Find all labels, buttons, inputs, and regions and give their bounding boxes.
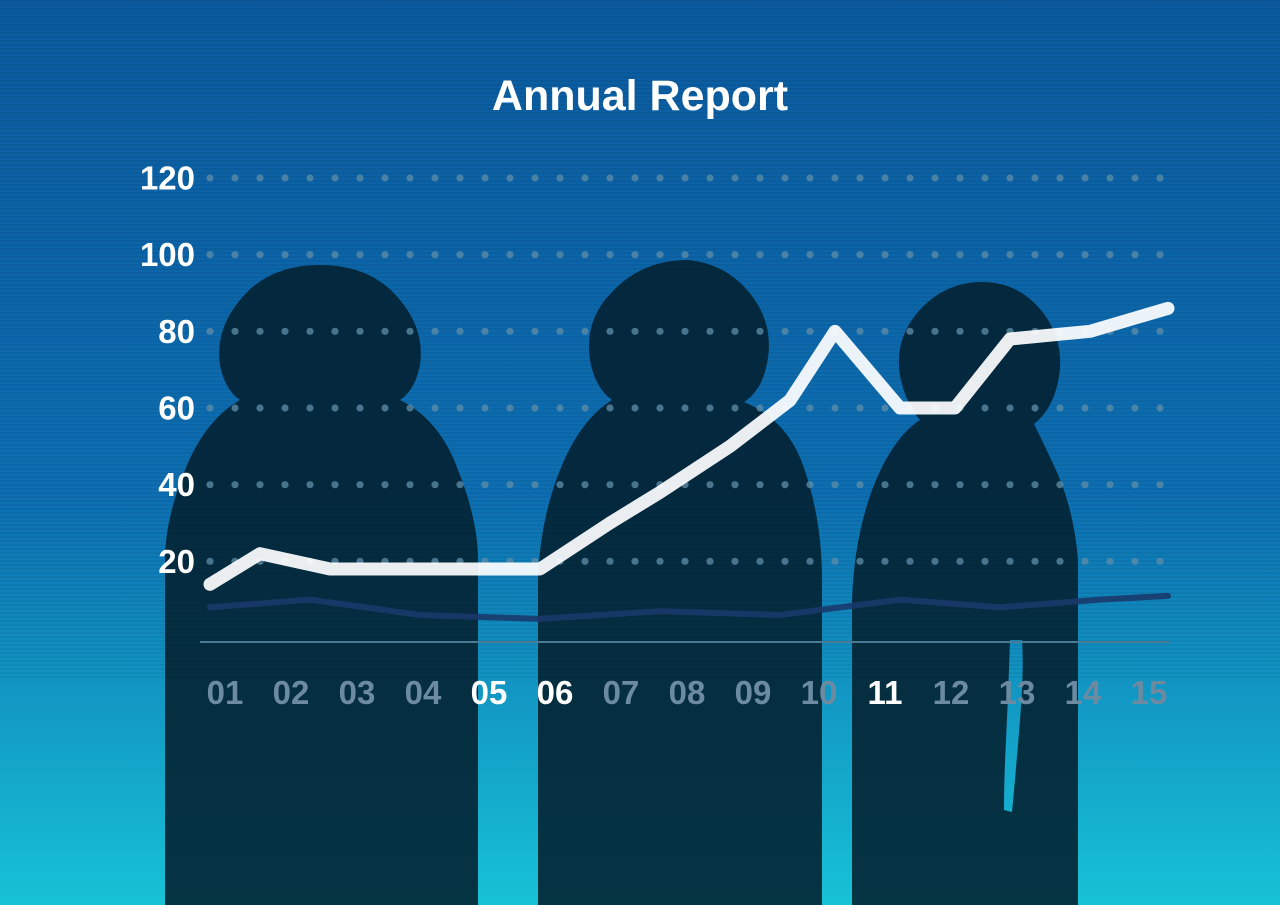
primary-line-series xyxy=(210,308,1168,584)
y-tick-label: 20 xyxy=(158,543,195,580)
x-tick-label: 10 xyxy=(801,674,838,711)
x-axis-labels: 01 02 03 04 05 06 07 08 09 10 11 12 13 14 15 xyxy=(207,674,1168,711)
x-tick-label: 04 xyxy=(405,674,442,711)
y-tick-label: 100 xyxy=(140,236,195,273)
y-axis-labels: 20 40 60 80 100 120 xyxy=(140,160,195,580)
line-chart: 20 40 60 80 100 120 01 02 03 04 05 06 07 08 09 10 11 12 1… xyxy=(0,0,1280,905)
x-tick-label: 01 xyxy=(207,674,244,711)
y-tick-label: 40 xyxy=(158,466,195,503)
x-tick-label: 11 xyxy=(868,674,903,711)
chart-title: Annual Report xyxy=(0,72,1280,121)
y-tick-label: 120 xyxy=(140,160,195,197)
x-tick-label: 15 xyxy=(1131,674,1168,711)
x-tick-label: 13 xyxy=(999,674,1036,711)
x-tick-label: 06 xyxy=(537,674,574,711)
secondary-line-series xyxy=(210,596,1168,619)
x-tick-label: 03 xyxy=(339,674,376,711)
x-tick-label: 14 xyxy=(1065,674,1102,711)
x-tick-label: 08 xyxy=(669,674,706,711)
x-tick-label: 05 xyxy=(471,674,508,711)
x-tick-label: 09 xyxy=(735,674,772,711)
y-tick-label: 60 xyxy=(158,390,195,427)
x-tick-label: 07 xyxy=(603,674,640,711)
x-tick-label: 12 xyxy=(933,674,970,711)
y-tick-label: 80 xyxy=(158,313,195,350)
x-tick-label: 02 xyxy=(273,674,310,711)
